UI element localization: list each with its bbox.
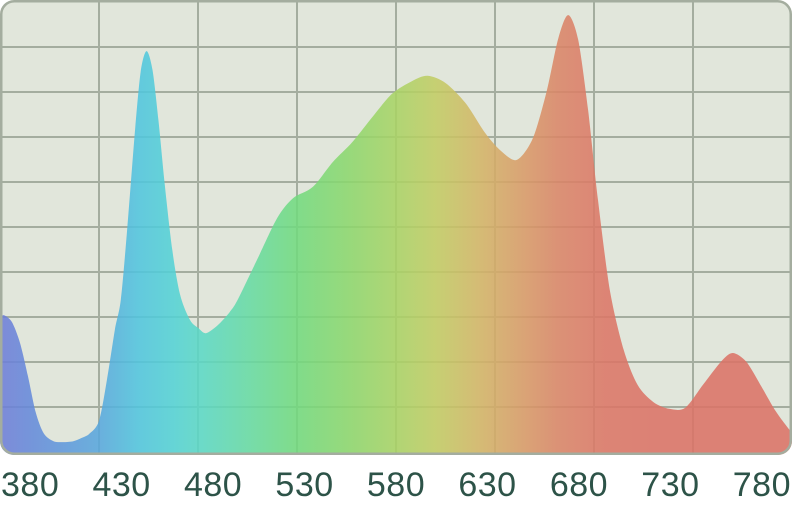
x-axis-tick-label: 480: [183, 466, 243, 504]
x-axis-tick-label: 530: [275, 466, 334, 504]
x-axis-tick-label: 780: [732, 466, 791, 504]
spectrum-chart-svg: [0, 0, 792, 455]
x-axis-tick-label: 380: [1, 466, 60, 504]
x-axis-tick-label: 580: [366, 466, 426, 504]
x-axis-tick-label: 630: [458, 466, 517, 504]
x-axis-labels: 380 430 480 530 580 630 680 730 780: [0, 462, 792, 508]
chart-border: [0, 0, 792, 455]
x-axis-tick-label: 730: [641, 466, 700, 504]
x-axis-tick-label: 430: [92, 466, 151, 504]
spectrum-area-fill: [0, 15, 792, 455]
spectrum-chart-card: [0, 0, 792, 455]
x-axis-tick-label: 680: [549, 466, 609, 504]
